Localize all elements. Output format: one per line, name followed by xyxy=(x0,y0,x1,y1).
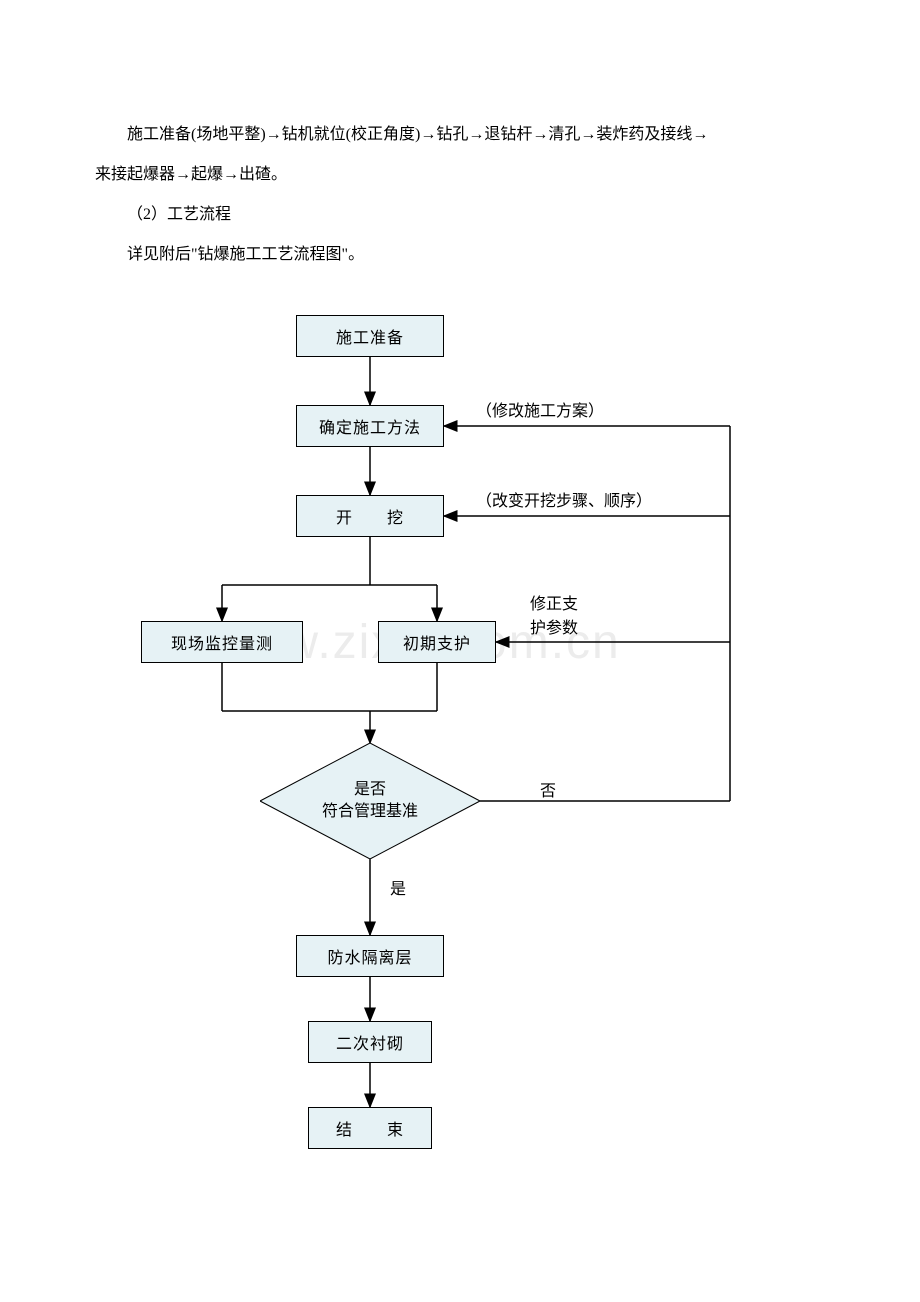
decision-label: 是否 符合管理基准 xyxy=(322,779,418,824)
node-prep-label: 施工准备 xyxy=(336,324,404,348)
decision-node: 是否 符合管理基准 xyxy=(260,743,480,859)
node-end: 结 束 xyxy=(308,1107,432,1149)
label-feedback-2: （改变开挖步骤、顺序） xyxy=(476,487,652,511)
label-feedback-3: 修正支 护参数 xyxy=(530,593,578,641)
label-feedback-3-line1: 修正支 xyxy=(530,596,578,613)
node-end-label: 结 束 xyxy=(336,1116,404,1140)
node-excavate: 开 挖 xyxy=(296,495,444,537)
node-excavate-label: 开 挖 xyxy=(336,504,404,528)
label-feedback-3-line2: 护参数 xyxy=(530,620,578,637)
label-yes: 是 xyxy=(390,875,406,899)
para-line-2: 来接起爆器→起爆→出碴。 xyxy=(95,155,825,195)
node-waterproof-label: 防水隔离层 xyxy=(327,944,412,968)
label-no: 否 xyxy=(540,777,556,801)
node-support-label: 初期支护 xyxy=(403,630,471,654)
node-waterproof: 防水隔离层 xyxy=(296,935,444,977)
decision-line-2: 符合管理基准 xyxy=(322,803,418,820)
para-line-1: 施工准备(场地平整)→钻机就位(校正角度)→钻孔→退钻杆→清孔→装炸药及接线→ xyxy=(95,115,825,155)
node-monitor-label: 现场监控量测 xyxy=(171,630,273,654)
para-line-3: （2）工艺流程 xyxy=(95,195,825,235)
node-prep: 施工准备 xyxy=(296,315,444,357)
decision-line-1: 是否 xyxy=(354,781,386,798)
node-lining: 二次衬砌 xyxy=(308,1021,432,1063)
paragraph-block: 施工准备(场地平整)→钻机就位(校正角度)→钻孔→退钻杆→清孔→装炸药及接线→ … xyxy=(0,0,920,275)
node-support: 初期支护 xyxy=(378,621,496,663)
label-feedback-1: （修改施工方案） xyxy=(476,397,604,421)
node-lining-label: 二次衬砌 xyxy=(336,1030,404,1054)
para-line-4: 详见附后"钻爆施工工艺流程图"。 xyxy=(95,235,825,275)
flowchart-container: www.zixin.com.cn xyxy=(0,295,920,1215)
node-method-label: 确定施工方法 xyxy=(319,414,421,438)
node-monitor: 现场监控量测 xyxy=(141,621,303,663)
node-method: 确定施工方法 xyxy=(296,405,444,447)
